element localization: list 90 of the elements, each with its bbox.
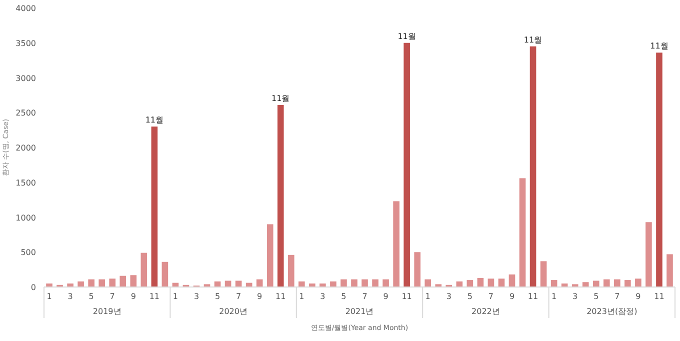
x-tick-label: 7 — [236, 292, 242, 301]
bar — [530, 46, 536, 287]
y-tick-label: 2500 — [16, 108, 36, 118]
y-tick-label: 1000 — [16, 213, 36, 222]
x-tick-label: 5 — [88, 292, 94, 301]
x-tick-label: 9 — [383, 292, 388, 301]
bar — [382, 279, 389, 287]
x-tick-label: 11 — [654, 292, 664, 301]
text: 2020년 — [219, 307, 248, 316]
x-tick-label: 5 — [467, 292, 472, 301]
x-tick-label: 7 — [614, 292, 620, 301]
bar — [151, 126, 158, 287]
y-tick-label: 500 — [20, 248, 36, 258]
bar — [498, 278, 505, 287]
bar — [266, 224, 274, 287]
x-tick-label: 3 — [320, 292, 326, 301]
bar — [508, 274, 516, 287]
x-tick-label: 9 — [257, 292, 262, 301]
text: 2023년(잠정) — [586, 307, 638, 316]
annotation: 11월 — [650, 42, 668, 51]
bar — [162, 262, 168, 287]
bar — [393, 201, 400, 287]
bar — [624, 280, 631, 287]
x-tick-label: 7 — [362, 292, 368, 301]
bar — [414, 252, 420, 287]
bar — [78, 281, 84, 287]
bar — [140, 252, 148, 287]
bar — [488, 278, 494, 287]
x-tick-label: 1 — [552, 292, 557, 301]
bar — [540, 261, 547, 287]
bar — [288, 254, 294, 287]
bar — [235, 280, 242, 287]
bar — [519, 178, 526, 287]
bar — [404, 42, 410, 287]
x-tick-label: 5 — [341, 292, 346, 301]
bar — [592, 280, 600, 287]
bar — [224, 280, 232, 287]
bar — [330, 281, 336, 287]
x-tick-label: 3 — [68, 292, 73, 301]
annotation: 11월 — [524, 35, 542, 44]
bar — [130, 275, 137, 287]
bar — [666, 254, 673, 287]
bar — [603, 279, 610, 287]
y-tick-label: 3500 — [16, 38, 36, 48]
bar — [351, 279, 358, 287]
bar — [277, 104, 284, 287]
x-tick-label: 9 — [636, 292, 641, 301]
bar — [298, 281, 305, 287]
annotation: 11월 — [398, 32, 416, 41]
x-tick-label: 7 — [110, 292, 115, 301]
text: 2022년 — [472, 307, 500, 316]
bar — [582, 282, 589, 287]
y-tick-label: 4000 — [16, 4, 36, 13]
bar — [88, 279, 94, 287]
y-tick-label: 3000 — [16, 74, 36, 83]
x-tick-label: 9 — [509, 292, 515, 301]
bar — [362, 279, 368, 287]
x-tick-label: 3 — [572, 292, 578, 301]
x-tick-label: 3 — [446, 292, 452, 301]
x-tick-label: 1 — [46, 292, 52, 301]
annotation: 11월 — [272, 94, 290, 103]
x-tick-label: 11 — [402, 292, 412, 301]
x-tick-label: 5 — [594, 292, 599, 301]
y-tick-label: 2000 — [16, 144, 36, 152]
x-tick-label: 9 — [130, 292, 136, 301]
bar — [120, 276, 126, 287]
x-tick-label: 1 — [299, 292, 304, 301]
x-tick-label: 11 — [528, 292, 538, 301]
x-tick-label: 7 — [488, 292, 494, 301]
annotation: 11월 — [145, 116, 164, 125]
x-tick-label: 1 — [172, 292, 178, 301]
bar — [614, 279, 620, 287]
x-tick-label: 3 — [194, 292, 200, 301]
bar — [109, 278, 116, 287]
y-tick-label: 1500 — [16, 178, 36, 188]
text: 2021년 — [345, 307, 374, 316]
bar — [424, 279, 432, 287]
x-tick-label: 11 — [276, 292, 286, 301]
x-tick-label: 5 — [214, 292, 220, 301]
bar — [656, 52, 662, 287]
bar — [635, 278, 642, 287]
bar — [646, 222, 652, 287]
bar — [98, 279, 105, 287]
bar — [340, 279, 347, 287]
bar — [435, 284, 442, 287]
bar — [372, 279, 378, 287]
text: 2019년 — [92, 307, 122, 316]
x-tick-label: 11 — [149, 292, 160, 301]
y-tick-label: 0 — [30, 283, 36, 292]
x-tick-label: 1 — [425, 292, 430, 301]
